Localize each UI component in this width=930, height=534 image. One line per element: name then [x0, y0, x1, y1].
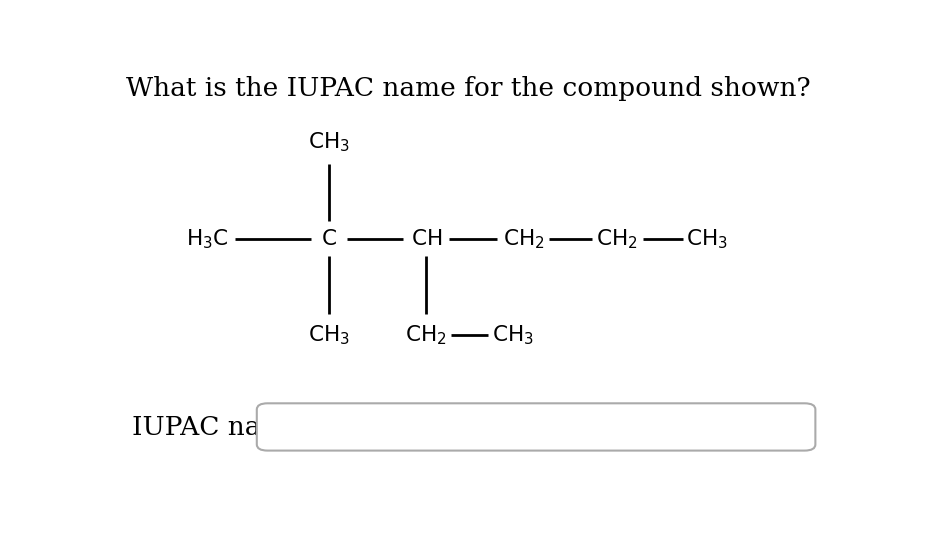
- Text: What is the IUPAC name for the compound shown?: What is the IUPAC name for the compound …: [126, 76, 810, 101]
- Text: $\mathrm{CH_3}$: $\mathrm{CH_3}$: [686, 227, 728, 250]
- Text: $\mathrm{CH_2}$: $\mathrm{CH_2}$: [596, 227, 638, 250]
- Text: $\mathrm{CH_3}$: $\mathrm{CH_3}$: [308, 130, 350, 154]
- Text: $\mathrm{CH}$: $\mathrm{CH}$: [411, 229, 442, 249]
- Text: $\mathrm{H_3C}$: $\mathrm{H_3C}$: [186, 227, 228, 250]
- Text: $\mathrm{CH_3}$: $\mathrm{CH_3}$: [492, 324, 534, 347]
- Text: $\mathrm{CH_2}$: $\mathrm{CH_2}$: [405, 324, 447, 347]
- Text: IUPAC name:: IUPAC name:: [132, 415, 310, 441]
- Text: $\mathrm{CH_2}$: $\mathrm{CH_2}$: [503, 227, 544, 250]
- Text: $\mathrm{C}$: $\mathrm{C}$: [321, 229, 337, 249]
- Text: $\mathrm{CH_3}$: $\mathrm{CH_3}$: [308, 324, 350, 347]
- FancyBboxPatch shape: [257, 403, 816, 451]
